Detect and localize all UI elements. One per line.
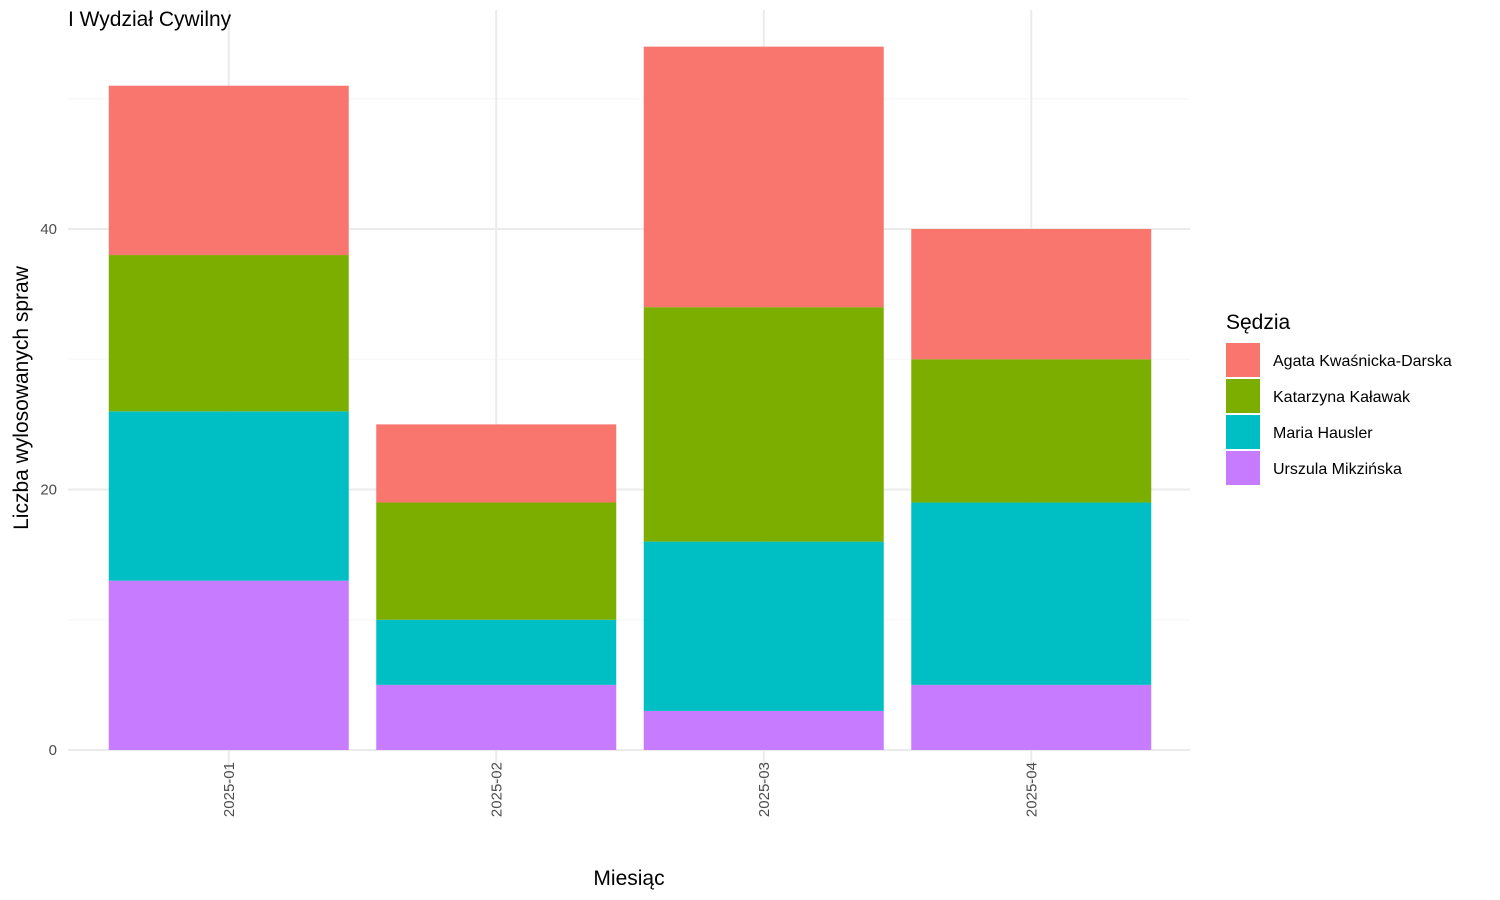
bar-segment — [911, 502, 1152, 685]
bar-segment — [376, 684, 617, 750]
chart-title: I Wydział Cywilny — [68, 8, 232, 31]
x-tick-label: 2025-03 — [756, 762, 773, 817]
bar-segment — [108, 411, 349, 581]
x-tick-label: 2025-02 — [488, 762, 505, 817]
y-tick-label: 20 — [40, 482, 57, 499]
y-axis-title: Liczba wylosowanych spraw — [10, 265, 33, 530]
legend-swatch — [1226, 343, 1260, 377]
bar-segment — [911, 359, 1152, 503]
x-tick-label: 2025-04 — [1023, 762, 1040, 817]
bar-segment — [376, 619, 617, 685]
bar-segment — [643, 307, 884, 542]
bar-segment — [376, 424, 617, 503]
legend-label: Urszula Mikzińska — [1273, 461, 1402, 478]
bar-segment — [108, 85, 349, 256]
legend: Sędzia Agata Kwaśnicka-Darska Katarzyna K… — [1226, 311, 1452, 485]
legend-swatch — [1226, 379, 1260, 413]
legend-label: Maria Hausler — [1273, 425, 1373, 442]
bar-segment — [376, 502, 617, 620]
y-tick-label: 40 — [40, 221, 57, 238]
bar-segment — [108, 580, 349, 750]
bar-segment — [643, 710, 884, 750]
legend-swatch — [1226, 415, 1260, 449]
legend-swatch — [1226, 451, 1260, 485]
y-axis-ticks: 0 20 40 — [40, 221, 57, 759]
legend-label: Katarzyna Kaławak — [1273, 389, 1411, 406]
x-tick-label: 2025-01 — [221, 762, 238, 817]
bar-segment — [911, 684, 1152, 750]
bar-segment — [108, 255, 349, 412]
x-axis-ticks: 2025-01 2025-02 2025-03 2025-04 — [221, 762, 1041, 817]
legend-title: Sędzia — [1226, 311, 1291, 334]
bar-segment — [643, 541, 884, 711]
x-axis-title: Miesiąc — [593, 867, 664, 890]
bar-segment — [911, 229, 1152, 360]
y-tick-label: 0 — [49, 742, 57, 759]
bar-segment — [643, 46, 884, 308]
legend-label: Agata Kwaśnicka-Darska — [1273, 353, 1452, 370]
bars — [108, 46, 1152, 750]
